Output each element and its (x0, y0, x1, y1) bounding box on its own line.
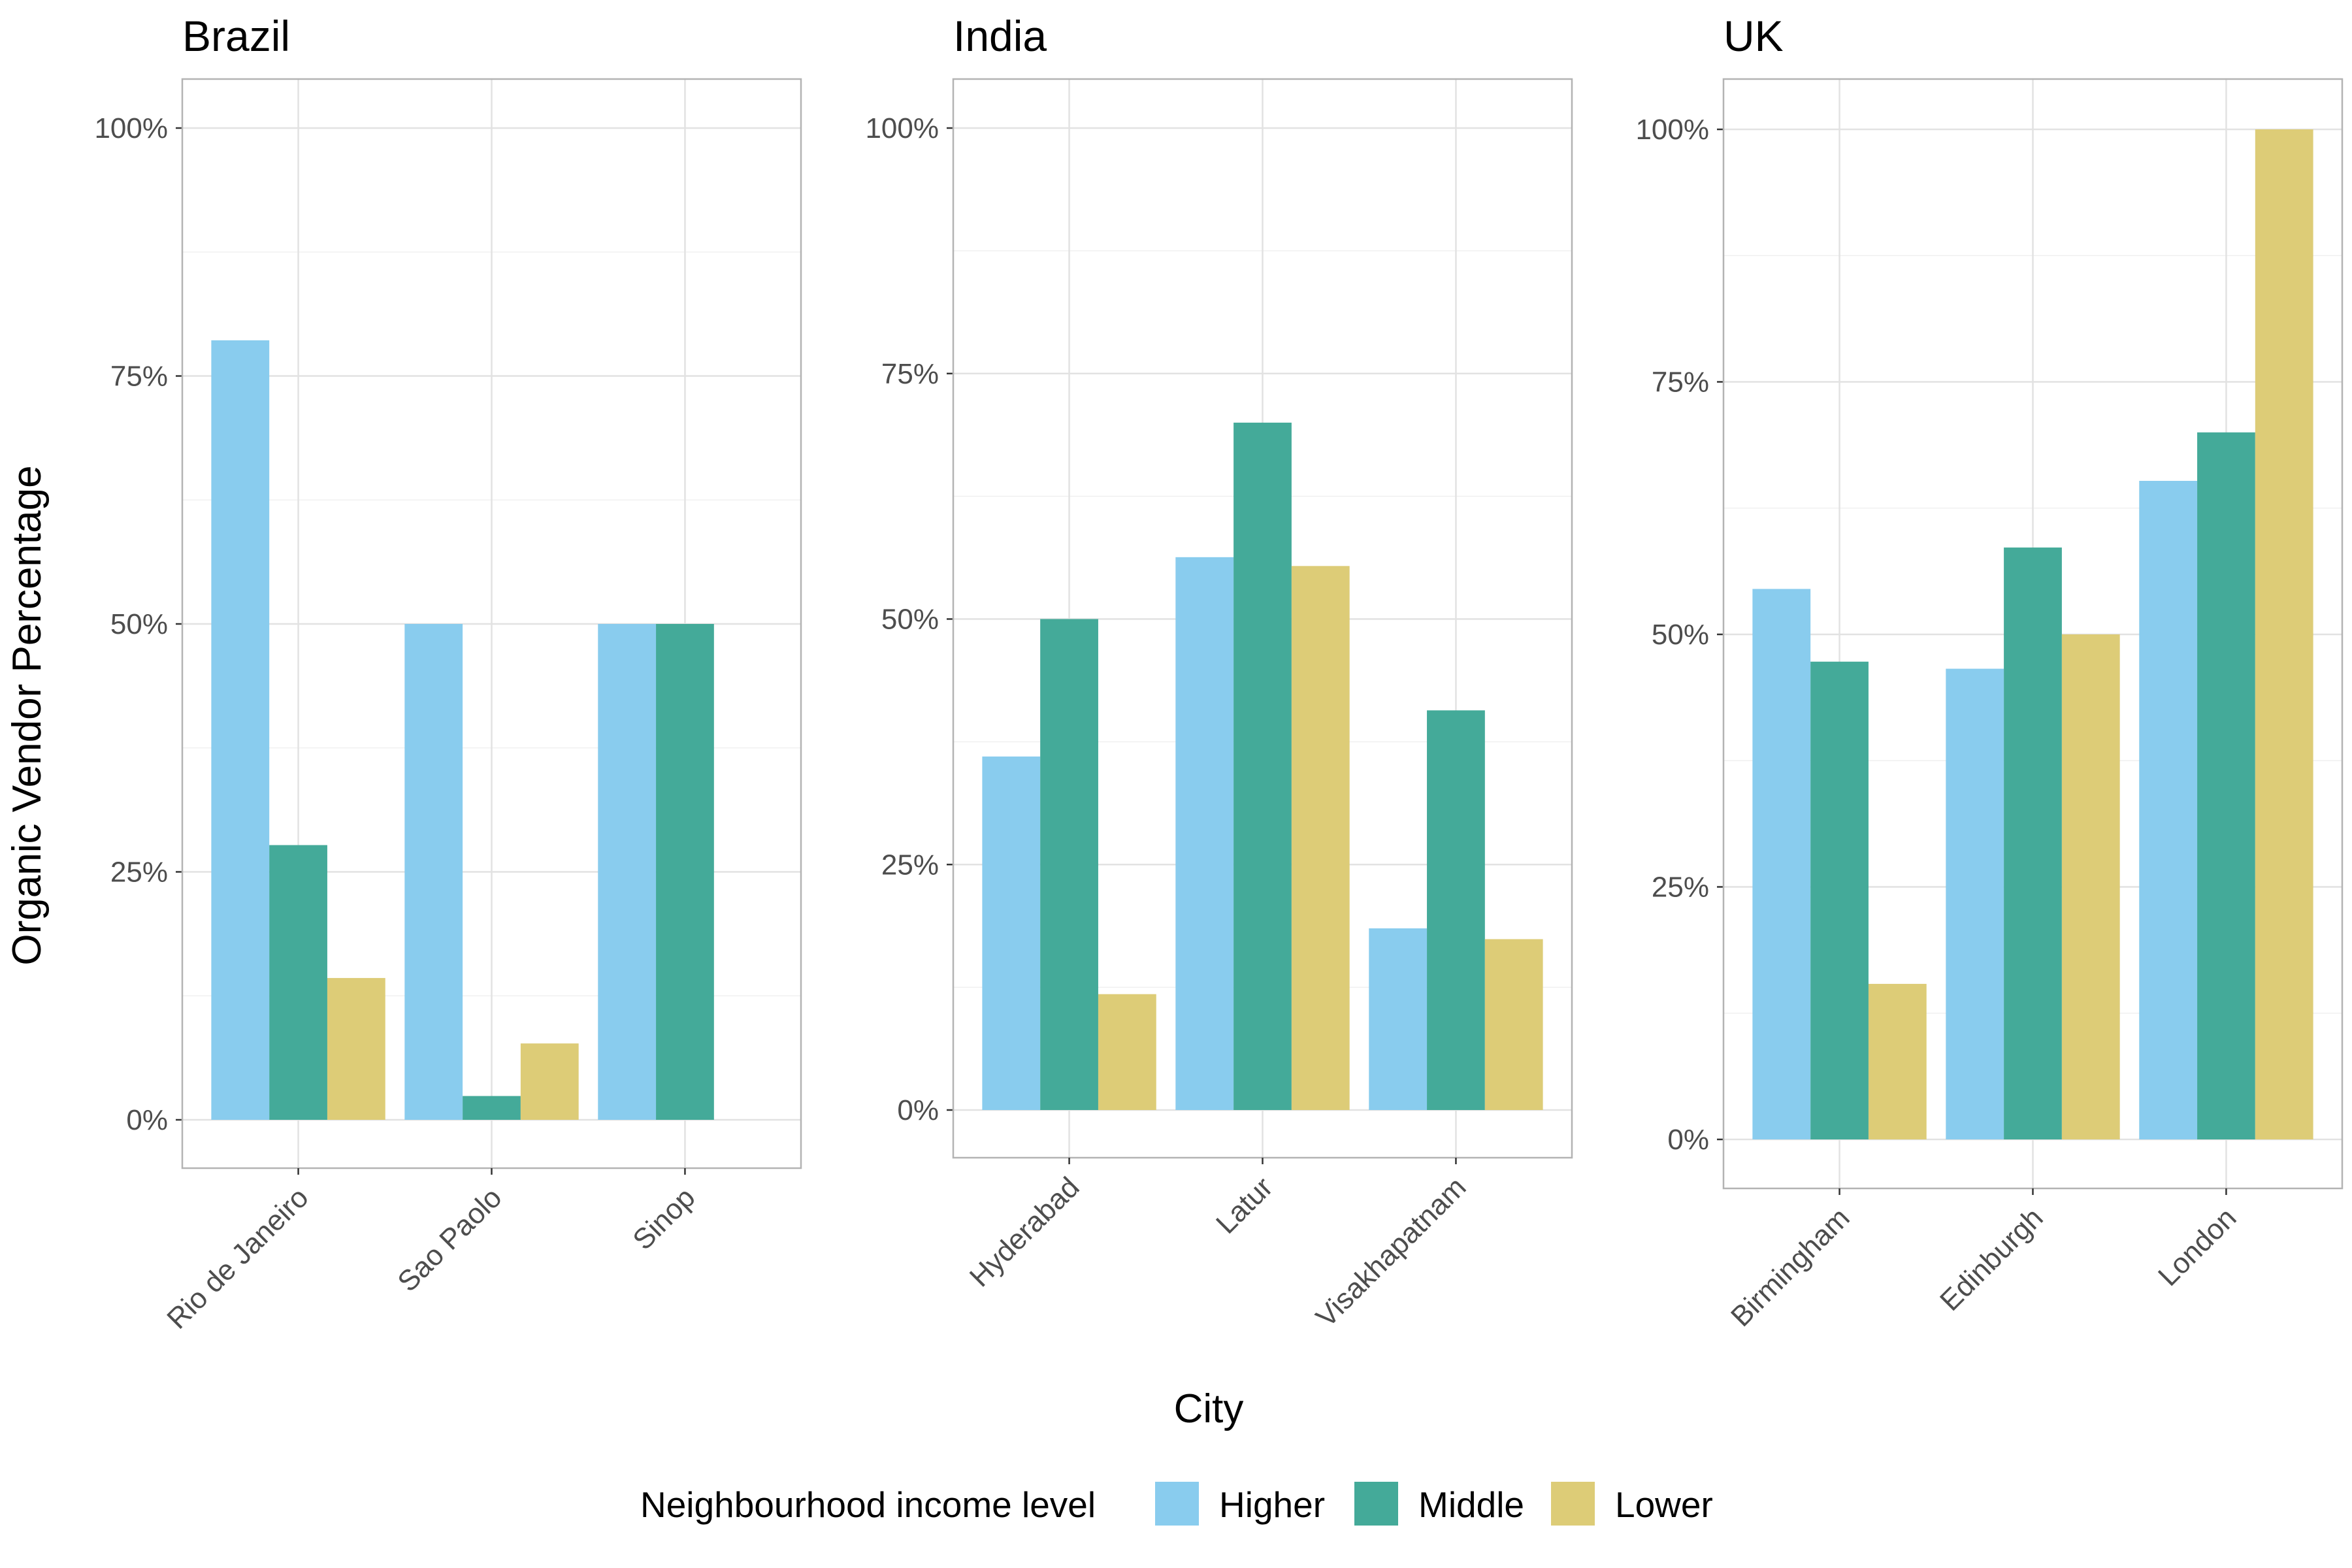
bar-lower (1868, 983, 1927, 1139)
bar-lower (520, 1043, 579, 1120)
y-tick-label: 0% (126, 1104, 168, 1136)
bar-higher (1369, 928, 1428, 1110)
y-tick-label: 50% (110, 608, 168, 640)
legend: Neighbourhood income level Higher Middle L… (640, 1482, 1713, 1526)
facet-panels: Brazil 0% 25% 50% 75% 100% Rio de Janeiro Sao P… (94, 12, 2344, 1335)
legend-label-higher: Higher (1219, 1484, 1325, 1525)
y-tick-label: 50% (881, 604, 939, 636)
y-tick-label: 100% (1635, 114, 1709, 146)
y-tick-label: 25% (110, 857, 168, 889)
y-tick-label: 25% (1652, 872, 1709, 904)
bar-middle (2197, 432, 2255, 1139)
y-tick-label: 75% (110, 361, 168, 393)
legend-title: Neighbourhood income level (640, 1484, 1096, 1525)
bar-higher (1175, 557, 1234, 1110)
legend-label-middle: Middle (1418, 1484, 1524, 1525)
y-tick-label: 100% (865, 112, 939, 144)
x-tick-label: Sinop (627, 1181, 701, 1256)
bar-higher (211, 340, 270, 1120)
x-tick-label: Latur (1210, 1171, 1279, 1240)
y-tick-label: 0% (1667, 1124, 1709, 1156)
legend-key-middle (1354, 1482, 1398, 1526)
x-tick-label: London (2152, 1201, 2242, 1292)
y-tick-label: 100% (94, 112, 168, 144)
facet-brazil: Brazil 0% 25% 50% 75% 100% Rio de Janeiro Sao P… (94, 12, 802, 1335)
y-tick-label: 25% (881, 849, 939, 881)
bar-middle (656, 624, 714, 1120)
x-tick-label: Sao Paolo (391, 1181, 508, 1298)
legend-key-lower (1551, 1482, 1595, 1526)
bar-higher (1752, 589, 1811, 1139)
bar-middle (1427, 710, 1485, 1110)
y-tick-label: 0% (897, 1094, 939, 1126)
y-axis-title: Organic Vendor Percentage (5, 465, 50, 965)
x-tick-label: Birmingham (1725, 1201, 1856, 1333)
bar-higher (1946, 668, 2004, 1139)
bar-middle (1810, 661, 1869, 1139)
bar-lower (1098, 994, 1156, 1110)
facet-india: India 0% 25% 50% 75% 100% Hyderabad Latur Visakh… (865, 12, 1573, 1333)
bar-lower (2061, 634, 2120, 1139)
bar-higher (982, 756, 1041, 1110)
bar-middle (269, 845, 327, 1120)
facet-uk: UK 0% 25% 50% 75% 100% Birmingham Edinburgh Lond… (1635, 12, 2344, 1333)
bar-higher (404, 624, 463, 1120)
legend-label-lower: Lower (1615, 1484, 1713, 1525)
y-tick-label: 75% (1652, 367, 1709, 399)
bar-higher (598, 624, 657, 1120)
x-tick-label: Rio de Janeiro (161, 1181, 314, 1335)
bar-lower (1484, 939, 1543, 1110)
bar-middle (1233, 422, 1292, 1110)
facet-title: India (953, 12, 1047, 60)
x-tick-label: Edinburgh (1934, 1201, 2050, 1317)
bar-higher (2139, 481, 2198, 1139)
bar-middle (1040, 619, 1098, 1110)
facet-title: UK (1723, 12, 1784, 60)
bar-middle (463, 1096, 521, 1120)
bar-middle (2004, 547, 2062, 1139)
bar-lower (2255, 129, 2313, 1139)
legend-key-higher (1155, 1482, 1199, 1526)
x-tick-label: Hyderabad (964, 1171, 1086, 1293)
facet-title: Brazil (182, 12, 290, 60)
bar-lower (1291, 566, 1350, 1110)
y-tick-label: 50% (1652, 619, 1709, 651)
x-axis-title: City (1174, 1386, 1244, 1431)
y-tick-label: 75% (881, 358, 939, 390)
x-tick-label: Visakhapatnam (1310, 1171, 1473, 1333)
bar-lower (327, 977, 385, 1120)
